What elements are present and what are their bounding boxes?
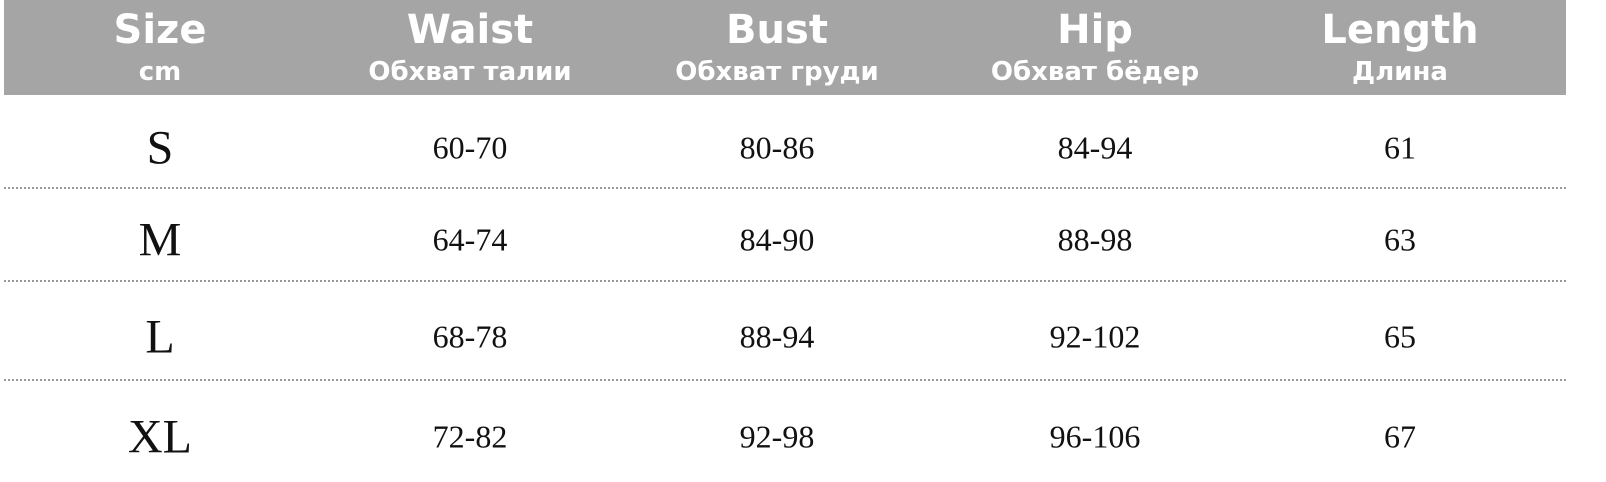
measurement: 80-86 <box>739 129 815 166</box>
measurement: 65 <box>1384 318 1416 355</box>
row-separator <box>4 379 1566 381</box>
size-label: M <box>138 213 182 267</box>
column-subtitle: Обхват груди <box>675 57 879 87</box>
measurement: 92-102 <box>1049 318 1141 355</box>
measurement: 84-94 <box>1057 129 1133 166</box>
size-label: S <box>146 121 174 175</box>
measurement: 68-78 <box>432 318 508 355</box>
measurement: 92-98 <box>739 418 815 455</box>
column-subtitle: Длина <box>1352 57 1448 87</box>
size-label: XL <box>128 410 192 464</box>
measurement: 72-82 <box>432 418 508 455</box>
measurement: 88-98 <box>1057 221 1133 258</box>
measurement: 64-74 <box>432 221 508 258</box>
column-subtitle: Обхват бёдер <box>990 57 1200 87</box>
measurement: 67 <box>1384 418 1416 455</box>
column-subtitle: cm <box>138 57 182 87</box>
column-subtitle: Обхват талии <box>368 57 572 87</box>
row-separator <box>4 187 1566 189</box>
column-title: Waist <box>406 7 534 53</box>
header-bar <box>4 0 1566 95</box>
column-title: Size <box>113 7 207 53</box>
measurement: 60-70 <box>432 129 508 166</box>
column-title: Hip <box>1057 7 1133 53</box>
column-title: Bust <box>726 7 828 53</box>
size-label: L <box>145 310 175 364</box>
measurement: 84-90 <box>739 221 815 258</box>
measurement: 88-94 <box>739 318 815 355</box>
column-title: Length <box>1321 7 1479 53</box>
measurement: 63 <box>1384 221 1416 258</box>
measurement: 96-106 <box>1049 418 1141 455</box>
measurement: 61 <box>1384 129 1416 166</box>
row-separator <box>4 280 1566 282</box>
